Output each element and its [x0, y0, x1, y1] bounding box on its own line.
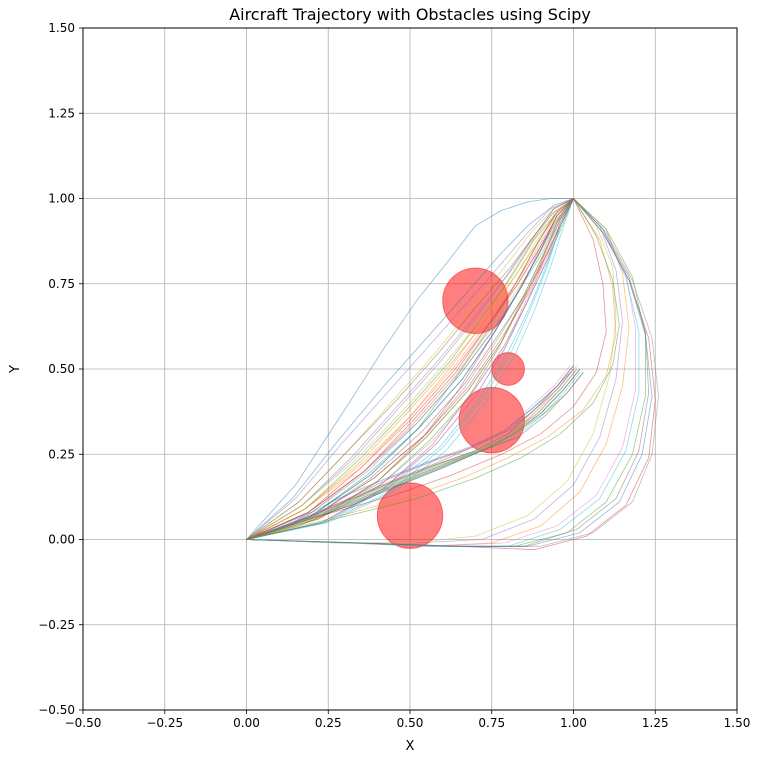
x-axis-label: X: [406, 739, 415, 754]
trajectory-line: [246, 198, 574, 540]
trajectory-line: [246, 198, 574, 540]
y-tick-label: 0.50: [48, 362, 75, 376]
trajectory-line: [246, 198, 574, 540]
trajectory-line: [246, 365, 571, 540]
y-tick-label: 0.25: [48, 447, 75, 461]
y-tick-label: 0.00: [48, 533, 75, 547]
chart-title: Aircraft Trajectory with Obstacles using…: [229, 5, 591, 24]
trajectory-line: [246, 198, 574, 540]
trajectory-line: [246, 198, 617, 540]
y-axis-label: Y: [8, 365, 23, 374]
trajectory-line: [246, 198, 574, 540]
x-tick-label: 0.00: [233, 716, 260, 730]
x-tick-label: 0.50: [397, 716, 424, 730]
trajectory-line: [246, 198, 574, 540]
x-tick-label: 0.25: [315, 716, 342, 730]
trajectory-line: [246, 198, 574, 540]
trajectory-line: [246, 372, 584, 540]
y-tick-label: 1.25: [48, 106, 75, 120]
x-tick-label: 0.75: [478, 716, 505, 730]
trajectory-line: [246, 365, 574, 540]
obstacle-circle: [376, 482, 444, 549]
trajectory-line: [246, 198, 607, 540]
trajectory-line: [246, 198, 617, 544]
trajectory-line: [246, 198, 653, 547]
y-tick-label: −0.50: [38, 703, 75, 717]
y-tick-label: 1.00: [48, 192, 75, 206]
trajectory-line: [246, 198, 574, 540]
trajectory-line: [246, 198, 574, 540]
trajectory-line: [246, 198, 640, 547]
trajectory-line: [246, 368, 581, 540]
trajectory-line: [246, 198, 574, 540]
x-tick-label: 1.25: [642, 716, 669, 730]
trajectory-line: [246, 198, 574, 540]
trajectory-line: [246, 198, 574, 540]
ticks: −0.50 −0.25 0.00 0.25 0.50 0.75 1.00 1.25 1.50 −0…: [38, 21, 750, 730]
trajectory-line: [246, 365, 574, 540]
trajectory-line: [246, 198, 574, 540]
trajectory-line: [246, 368, 574, 540]
trajectory-line: [246, 198, 620, 540]
trajectories: [246, 198, 659, 551]
y-tick-label: 0.75: [48, 277, 75, 291]
trajectory-line: [246, 368, 578, 540]
x-tick-label: −0.50: [65, 716, 102, 730]
trajectory-line: [246, 198, 574, 540]
x-tick-label: 1.50: [724, 716, 751, 730]
trajectory-line: [246, 198, 574, 540]
trajectory-line: [246, 198, 574, 540]
x-tick-label: 1.00: [560, 716, 587, 730]
trajectory-line: [246, 198, 574, 540]
x-tick-label: −0.25: [146, 716, 183, 730]
y-tick-label: −0.25: [38, 618, 75, 632]
y-tick-label: 1.50: [48, 21, 75, 35]
obstacles: [376, 267, 525, 549]
trajectory-line: [246, 198, 574, 540]
